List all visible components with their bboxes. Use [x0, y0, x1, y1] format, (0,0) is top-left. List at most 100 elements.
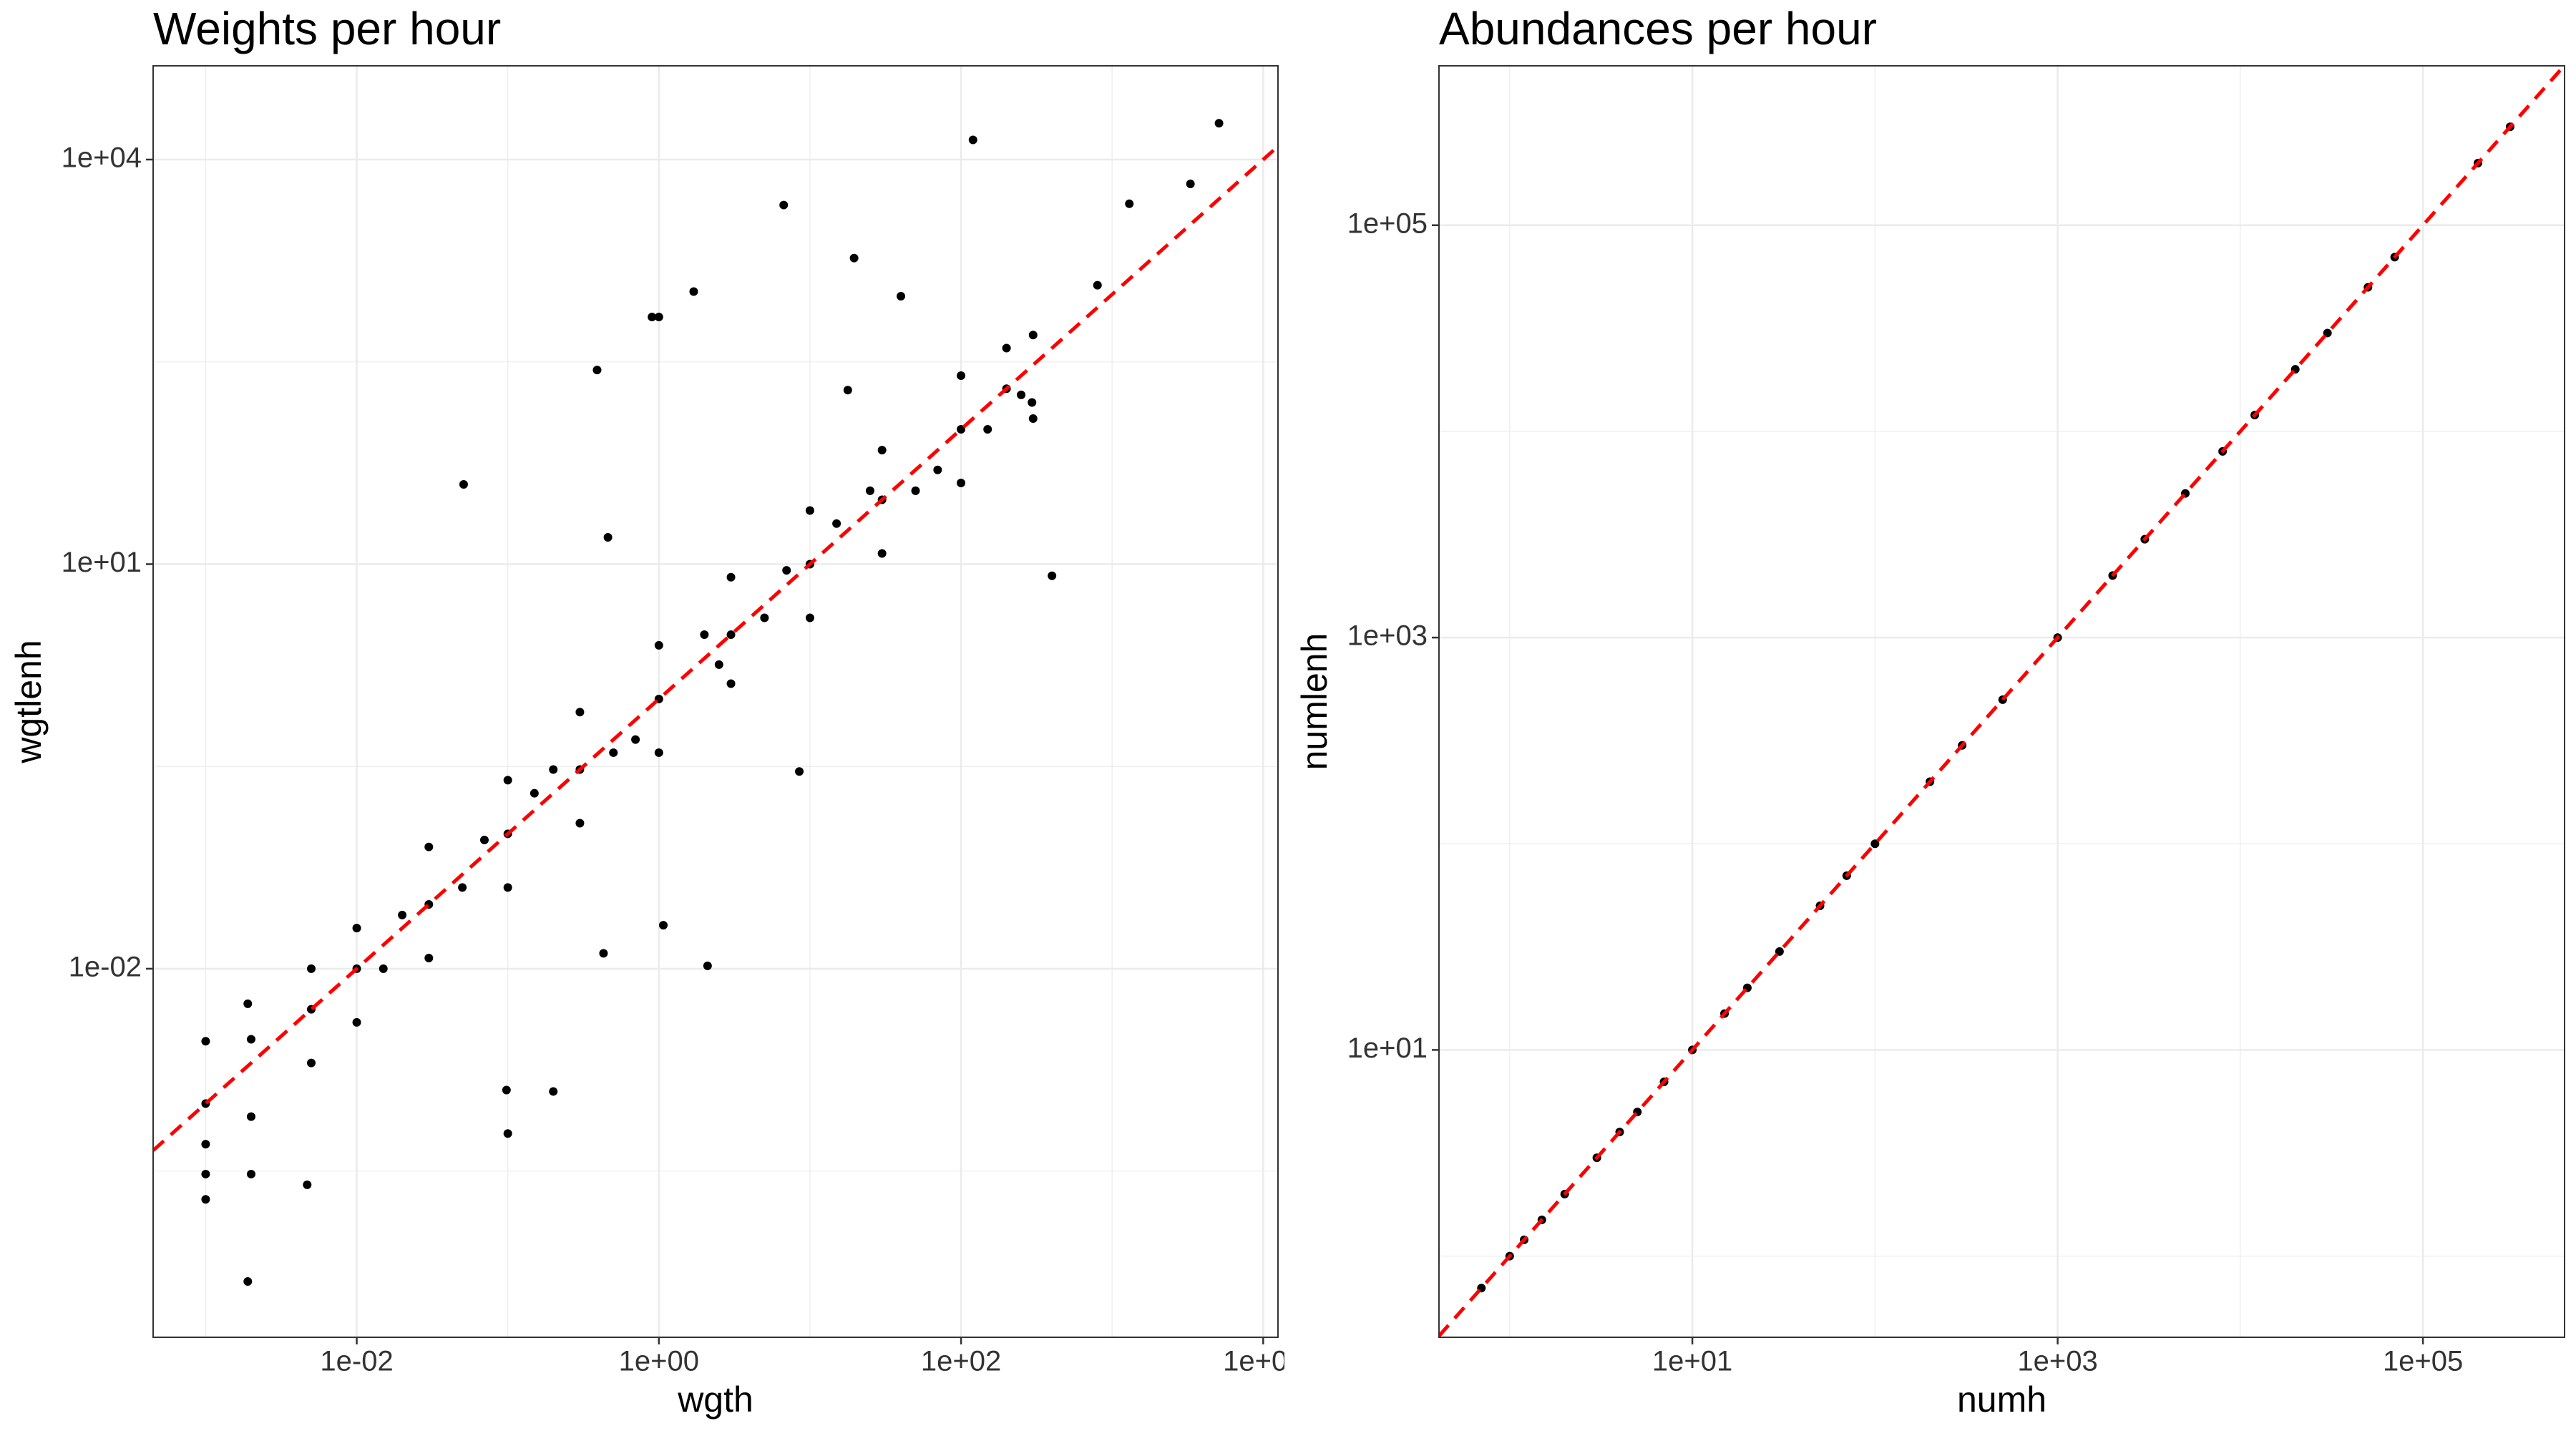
x-tick-label: 1e+00: [619, 1346, 699, 1377]
point: [689, 287, 698, 296]
point: [530, 788, 539, 798]
point: [726, 572, 736, 582]
point: [1214, 119, 1224, 128]
point: [1775, 947, 1784, 956]
point: [877, 549, 887, 558]
point: [303, 1180, 312, 1189]
point: [648, 313, 657, 322]
point: [243, 1276, 253, 1286]
y-tick-label: 1e+01: [1347, 1032, 1428, 1064]
point: [832, 519, 841, 528]
point: [726, 630, 736, 640]
chart-title: Abundances per hour: [1439, 3, 1877, 54]
point: [503, 1129, 512, 1138]
reference-line: [153, 145, 1278, 1152]
point: [503, 776, 512, 785]
point: [603, 533, 613, 542]
point: [424, 953, 434, 962]
point: [352, 924, 361, 933]
x-axis-title: numh: [1957, 1379, 2046, 1420]
point: [897, 291, 906, 301]
point: [306, 964, 316, 973]
point: [379, 964, 388, 973]
point: [957, 424, 966, 434]
point: [246, 1112, 255, 1121]
point: [201, 1195, 210, 1204]
point: [779, 200, 789, 210]
point: [502, 1085, 511, 1095]
point: [700, 630, 709, 640]
x-tick-label: 1e+04: [1223, 1346, 1303, 1377]
point: [479, 836, 489, 845]
point: [805, 506, 814, 515]
point: [654, 640, 663, 650]
point: [849, 253, 859, 263]
point: [2323, 328, 2332, 338]
x-tick-label: 1e+03: [2017, 1346, 2097, 1377]
plot-area: [1439, 66, 2565, 1337]
x-tick-label: 1e-02: [320, 1346, 393, 1377]
y-tick-label: 1e+03: [1347, 620, 1428, 652]
x-tick-label: 1e+01: [1652, 1346, 1732, 1377]
point: [654, 313, 663, 322]
point: [458, 883, 467, 892]
plot-border: [1438, 65, 2565, 1338]
point: [877, 446, 887, 455]
point: [1028, 331, 1038, 340]
chart-title: Weights per hour: [153, 3, 501, 54]
point: [760, 613, 769, 622]
point: [246, 1035, 255, 1044]
y-axis-title: wgtlenh: [9, 640, 49, 763]
plot-border: [152, 65, 1279, 1338]
point: [933, 465, 942, 474]
y-tick-label: 1e+05: [1347, 207, 1428, 239]
point: [1870, 839, 1880, 849]
point: [201, 1140, 210, 1149]
point: [459, 480, 468, 489]
point: [703, 961, 712, 970]
y-tick-label: 1e+04: [62, 142, 142, 174]
point: [503, 883, 512, 892]
point: [1028, 414, 1038, 424]
point: [424, 842, 434, 851]
point: [306, 1058, 316, 1068]
point: [911, 486, 920, 495]
point: [714, 660, 723, 669]
plot-area: [153, 119, 1278, 1286]
point: [1186, 180, 1195, 189]
x-tick-label: 1e+02: [921, 1346, 1001, 1377]
point: [1002, 343, 1011, 353]
panel: Weights per hour 1e-02 1e+00 1e+02 1e+04 1e-0…: [9, 3, 1303, 1420]
point: [549, 1087, 558, 1096]
point: [865, 486, 874, 495]
point: [1048, 571, 1057, 580]
point: [243, 999, 253, 1008]
y-axis-title: numlenh: [1294, 633, 1335, 771]
point: [795, 767, 804, 776]
point: [968, 135, 977, 145]
point: [654, 748, 663, 757]
point: [352, 1017, 361, 1027]
point: [1017, 390, 1026, 399]
point: [592, 366, 602, 375]
point: [549, 765, 558, 774]
point: [726, 679, 736, 688]
point: [957, 371, 966, 380]
point: [575, 819, 585, 828]
x-tick-label: 1e+05: [2383, 1346, 2463, 1377]
point: [1028, 398, 1037, 407]
point: [1093, 280, 1102, 290]
point: [201, 1169, 210, 1178]
point: [201, 1037, 210, 1046]
point: [246, 1169, 255, 1178]
panel: Abundances per hour 1e+01 1e+03 1e+05 1e+01 1…: [1294, 3, 2565, 1420]
point: [782, 566, 791, 575]
point: [659, 921, 668, 930]
point: [957, 478, 966, 487]
point: [631, 735, 640, 744]
point: [575, 708, 585, 717]
point: [805, 613, 814, 622]
point: [843, 386, 852, 395]
x-axis-title: wgth: [677, 1379, 753, 1420]
